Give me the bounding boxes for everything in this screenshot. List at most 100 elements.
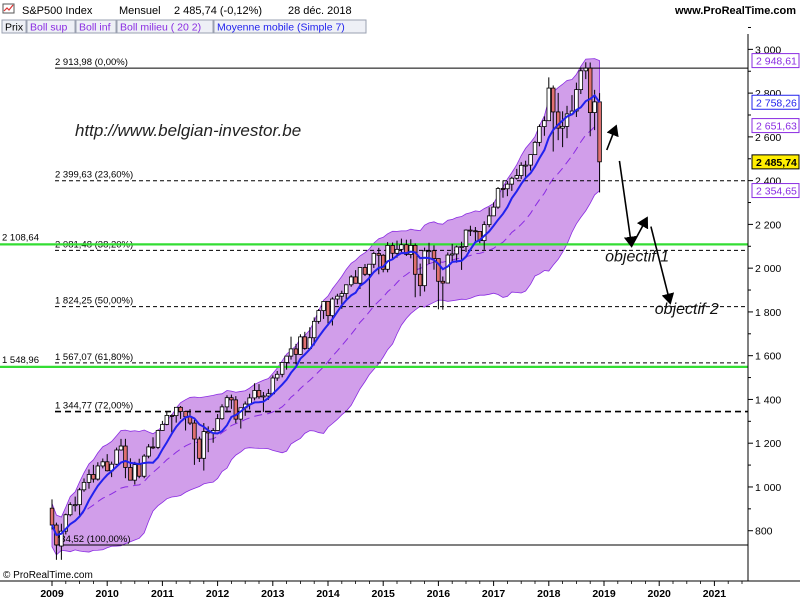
x-axis: 2009 2010 2011 2012 2013 2014 2015 2016 2017 2018…	[40, 581, 743, 600]
candle-69	[367, 263, 372, 308]
candle-52	[288, 336, 294, 360]
candle-105	[532, 140, 538, 156]
sma7-line	[51, 94, 601, 537]
candle-90	[463, 229, 469, 252]
price-tag-label: 2 758,26	[756, 97, 797, 109]
annotations: objectif 1 objectif 2	[605, 124, 719, 318]
candle-16	[123, 438, 128, 479]
last-price-label: 2 485,74 (-0,12%)	[174, 5, 262, 17]
candle-115	[578, 67, 584, 94]
legend-tabs: Prix Boll sup Boll inf Boll milieu ( 20 2) M…	[1, 19, 367, 34]
candle-10	[95, 462, 101, 481]
line-chart-icon	[2, 3, 15, 14]
candle-5	[72, 496, 78, 512]
candle-61	[330, 297, 335, 326]
candle-116	[583, 62, 588, 80]
candle-100	[509, 176, 515, 191]
candle-57	[311, 317, 317, 346]
fib-label-5: 1 344,77 (72,00%)	[55, 401, 133, 412]
candles	[49, 62, 602, 560]
price-tag-2: 2 651,63	[751, 118, 800, 134]
candle-82	[426, 242, 432, 265]
objective-label-0: objectif 1	[605, 249, 669, 266]
candle-15	[118, 438, 124, 451]
candle-7	[81, 478, 87, 492]
candle-110	[555, 92, 561, 141]
candle-28	[178, 406, 183, 419]
legend-tab-0[interactable]: Prix	[1, 19, 27, 34]
candle-23	[155, 429, 161, 450]
candle-25	[164, 411, 170, 426]
price-tag-label: 2 485,74	[756, 157, 797, 169]
x-tick-label-1: 2010	[96, 588, 120, 600]
y-tick-label-6: 2 000	[755, 263, 781, 275]
sma-line	[51, 94, 601, 537]
candle-101	[514, 168, 519, 180]
candle-4	[68, 502, 73, 517]
candle-24	[160, 420, 165, 431]
candle-66	[353, 270, 358, 284]
candle-81	[422, 247, 427, 292]
y-tick-label-7: 2 200	[755, 219, 781, 231]
candle-64	[344, 284, 349, 300]
legend-tab-3[interactable]: Boll milieu ( 20 2)	[116, 19, 214, 34]
y-tick-label-0: 800	[755, 526, 773, 538]
projection-arrow-0	[606, 124, 619, 151]
y-tick-label-4: 1 600	[755, 351, 781, 363]
candle-3	[63, 513, 68, 535]
legend-tab-label: Moyenne mobile (Simple 7)	[217, 22, 345, 34]
fib-label-4: 1 567,07 (61,80%)	[55, 352, 133, 363]
candle-109	[551, 85, 556, 152]
legend-tab-1[interactable]: Boll sup	[26, 19, 76, 34]
fibonacci-levels: 2 913,98 (0,00%)2 399,63 (23,60%)2 081,4…	[0, 57, 748, 546]
candle-74	[390, 242, 395, 260]
candle-38	[224, 395, 230, 413]
candle-92	[473, 227, 478, 242]
x-tick-label-8: 2017	[482, 588, 506, 600]
candle-31	[192, 419, 197, 465]
price-tag-0: 2 948,61	[751, 53, 800, 69]
candle-36	[215, 414, 220, 431]
projection-arrow-2	[630, 216, 649, 247]
candle-99	[505, 181, 510, 197]
candle-21	[146, 444, 151, 459]
legend-tab-2[interactable]: Boll inf	[75, 19, 117, 34]
candle-11	[100, 458, 105, 469]
x-tick-label-2: 2011	[151, 588, 174, 600]
candle-50	[279, 362, 285, 378]
candle-88	[454, 245, 459, 263]
legend-tab-label: Prix	[5, 22, 24, 34]
candle-62	[335, 293, 340, 305]
price-tag-1: 2 758,26	[751, 94, 800, 110]
candle-53	[293, 343, 299, 365]
candle-71	[376, 247, 381, 275]
watermark-text: http://www.belgian-investor.be	[75, 121, 301, 140]
candle-65	[348, 275, 354, 287]
candle-12	[105, 454, 110, 472]
period-label: Mensuel	[119, 5, 161, 17]
symbol-label: S&P500 Index	[22, 5, 93, 17]
candle-60	[325, 300, 331, 326]
candle-48	[270, 375, 275, 395]
x-tick-label-12: 2021	[703, 588, 727, 600]
legend-tab-4[interactable]: Moyenne mobile (Simple 7)	[213, 19, 367, 34]
support-label-0: 2 108,64	[2, 232, 39, 243]
candle-104	[528, 154, 533, 171]
candle-45	[256, 384, 262, 399]
candle-84	[436, 258, 441, 310]
legend-tab-label: Boll sup	[30, 22, 68, 34]
support-label-1: 1 548,96	[2, 355, 39, 366]
candle-87	[449, 243, 455, 261]
header-bar: S&P500 Index Mensuel 2 485,74 (-0,12%) 2…	[2, 3, 796, 17]
candle-44	[252, 383, 257, 401]
candle-68	[362, 264, 368, 277]
plot-area: 2 913,98 (0,00%)2 399,63 (23,60%)2 081,4…	[0, 34, 748, 580]
price-tag-label: 2 354,65	[756, 186, 797, 198]
copyright-label: © ProRealTime.com	[3, 570, 93, 581]
candle-20	[141, 454, 147, 479]
candle-73	[385, 242, 390, 273]
candle-26	[169, 414, 174, 433]
candle-27	[173, 406, 179, 423]
fib-label-6: 734,52 (100,00%)	[55, 534, 131, 545]
